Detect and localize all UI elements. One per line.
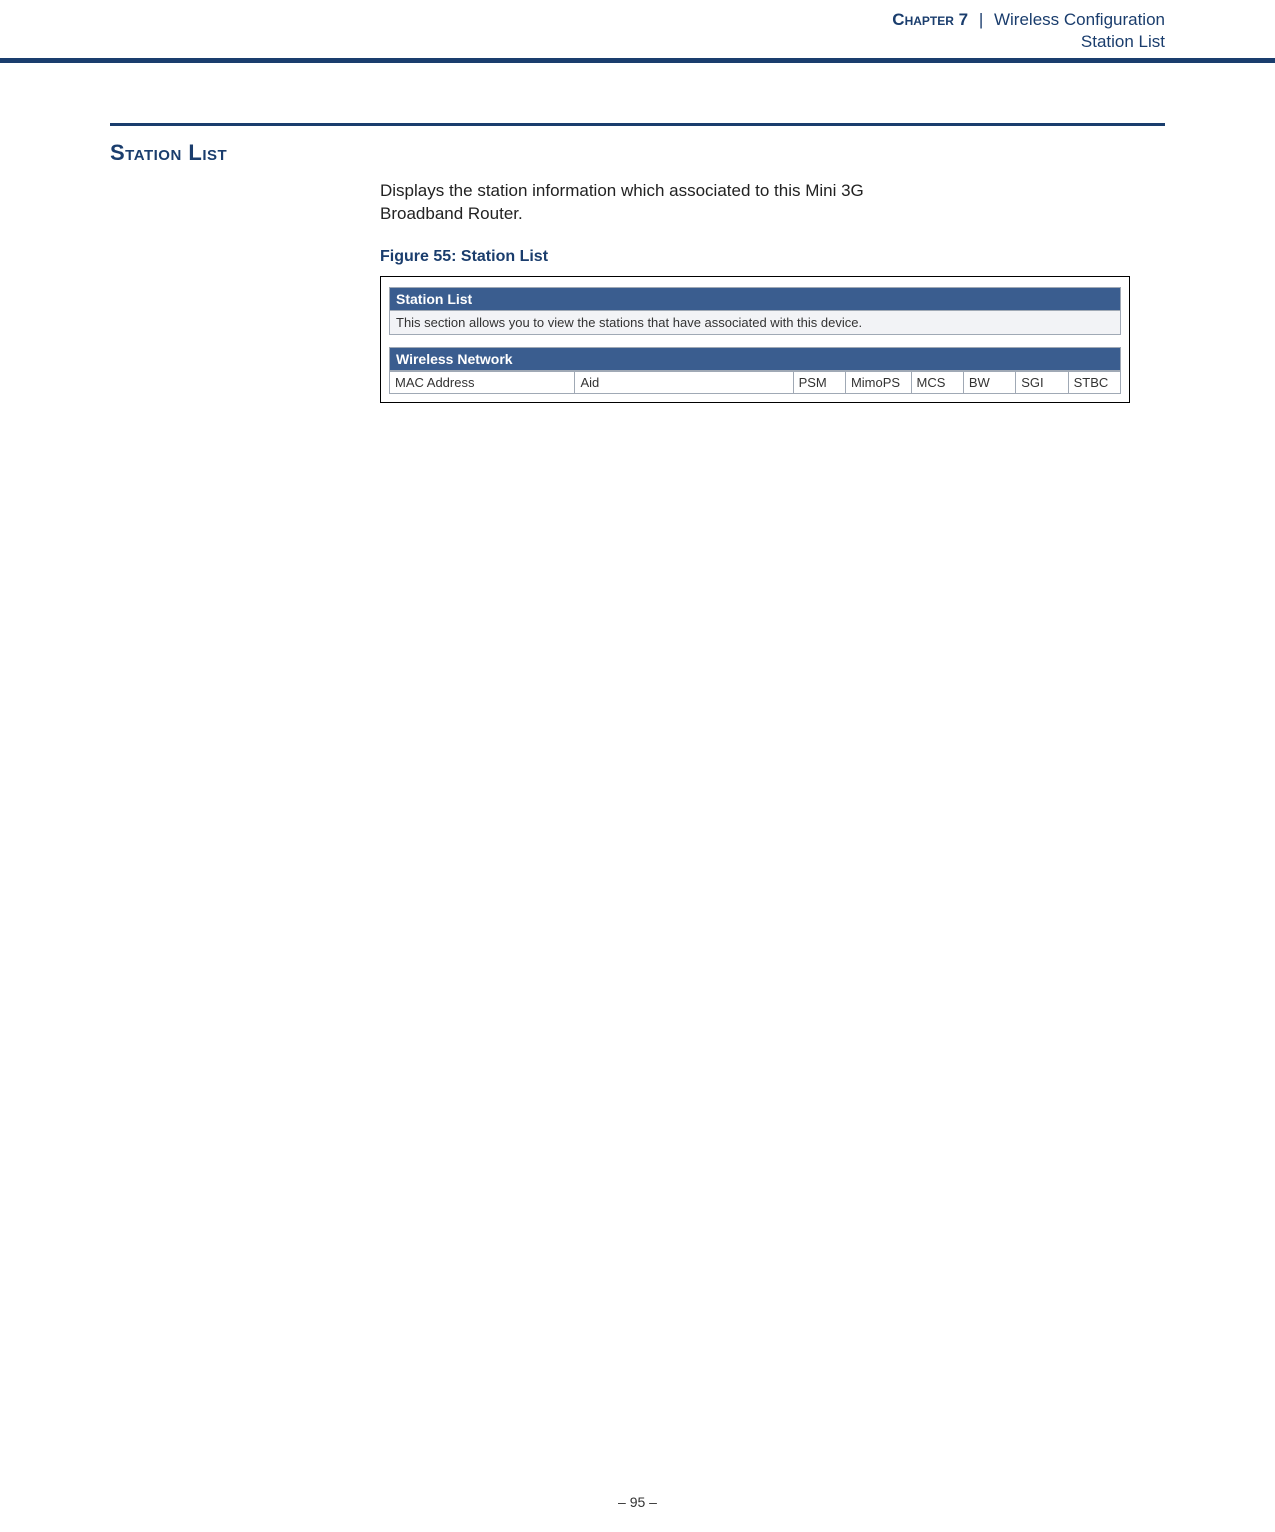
col-aid: Aid: [575, 371, 793, 393]
panel-station-list-desc: This section allows you to view the stat…: [389, 311, 1121, 335]
body-paragraph: Displays the station information which a…: [380, 180, 920, 226]
page-header: Chapter 7 | Wireless Configuration Stati…: [0, 0, 1275, 63]
panel-wireless-network-title: Wireless Network: [389, 347, 1121, 371]
panel-station-list-title: Station List: [389, 287, 1121, 311]
chapter-title: Wireless Configuration: [994, 10, 1165, 29]
header-subtitle: Station List: [0, 32, 1165, 52]
screenshot-box: Station List This section allows you to …: [380, 276, 1130, 403]
section-divider: [110, 123, 1165, 126]
panel-gap: [389, 335, 1121, 347]
chapter-separator: |: [973, 10, 989, 29]
content-area: Station List Displays the station inform…: [0, 63, 1275, 403]
page-number: – 95 –: [618, 1494, 657, 1510]
chapter-label: Chapter 7: [892, 10, 968, 29]
figure-caption: Figure 55: Station List: [380, 248, 1165, 266]
col-mac-address: MAC Address: [390, 371, 575, 393]
col-bw: BW: [963, 371, 1015, 393]
wireless-network-table: MAC Address Aid PSM MimoPS MCS BW SGI ST…: [389, 371, 1121, 394]
page-footer: – 95 –: [0, 1494, 1275, 1510]
col-mcs: MCS: [911, 371, 963, 393]
col-sgi: SGI: [1016, 371, 1068, 393]
col-stbc: STBC: [1068, 371, 1120, 393]
col-mimops: MimoPS: [845, 371, 911, 393]
table-row: MAC Address Aid PSM MimoPS MCS BW SGI ST…: [390, 371, 1121, 393]
body-wrap: Displays the station information which a…: [380, 180, 1165, 403]
chapter-line: Chapter 7 | Wireless Configuration: [0, 10, 1165, 30]
col-psm: PSM: [793, 371, 845, 393]
section-heading: Station List: [110, 140, 1165, 166]
